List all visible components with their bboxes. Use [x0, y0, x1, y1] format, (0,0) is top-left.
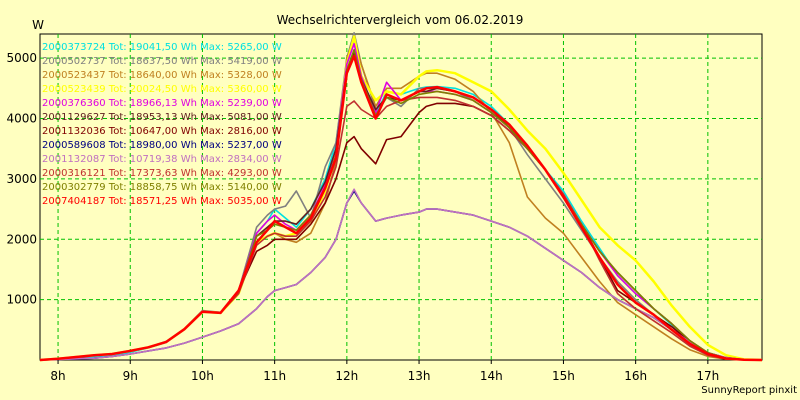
y-tick-label: 3000	[6, 172, 37, 186]
series-lines	[39, 31, 763, 362]
legend-entry-4: 2000523439 Tot: 20024,50 Wh Max: 5360,00…	[42, 84, 282, 95]
legend-entry-6: 2001129627 Tot: 18953,13 Wh Max: 5081,00…	[42, 112, 282, 123]
legend: 2000373724 Tot: 19041,50 Wh Max: 5265,00…	[42, 42, 282, 207]
series-line-9	[39, 188, 763, 361]
legend-entry-2: 2000502737 Tot: 18637,50 Wh Max: 5419,00…	[42, 56, 282, 67]
legend-entry-7: 2001132036 Tot: 10647,00 Wh Max: 2816,00…	[42, 126, 282, 137]
footer-credit: SunnyReport pinxit	[701, 385, 797, 396]
x-tick-label: 10h	[191, 369, 214, 383]
x-tick-label: 14h	[480, 369, 503, 383]
series-line-12	[39, 54, 763, 362]
x-tick-label: 16h	[624, 369, 647, 383]
y-axis-unit-label: W	[32, 18, 44, 32]
x-tick-label: 9h	[123, 369, 138, 383]
legend-entry-3: 2000523437 Tot: 18640,00 Wh Max: 5328,00…	[42, 70, 282, 81]
legend-entry-5: 2000376360 Tot: 18966,13 Wh Max: 5239,00…	[42, 98, 282, 109]
legend-entry-9: 2001132087 Tot: 10719,38 Wh Max: 2834,00…	[42, 154, 282, 165]
x-tick-label: 15h	[552, 369, 575, 383]
chart-title: Wechselrichtervergleich vom 06.02.2019	[277, 13, 524, 27]
x-tick-label: 8h	[50, 369, 65, 383]
legend-entry-11: 2000302779 Tot: 18858,75 Wh Max: 5140,00…	[42, 182, 282, 193]
y-tick-label: 4000	[6, 112, 37, 126]
y-tick-label: 5000	[6, 51, 37, 65]
x-tick-label: 17h	[696, 369, 719, 383]
legend-entry-10: 2000316121 Tot: 17373,63 Wh Max: 4293,00…	[42, 168, 282, 179]
x-tick-label: 11h	[263, 369, 286, 383]
legend-entry-8: 2000589608 Tot: 18980,00 Wh Max: 5237,00…	[42, 140, 282, 151]
legend-entry-1: 2000373724 Tot: 19041,50 Wh Max: 5265,00…	[42, 42, 282, 53]
x-tick-label: 12h	[335, 369, 358, 383]
axes: 8h 9h 10h 11h 12h 13h 14h 15h 16h 17h 1000 2000 3000…	[6, 51, 719, 383]
x-tick-label: 13h	[408, 369, 431, 383]
y-tick-label: 2000	[6, 232, 37, 246]
legend-entry-12: 2007404187 Tot: 18571,25 Wh Max: 5035,00…	[42, 196, 282, 207]
y-tick-label: 1000	[6, 293, 37, 307]
